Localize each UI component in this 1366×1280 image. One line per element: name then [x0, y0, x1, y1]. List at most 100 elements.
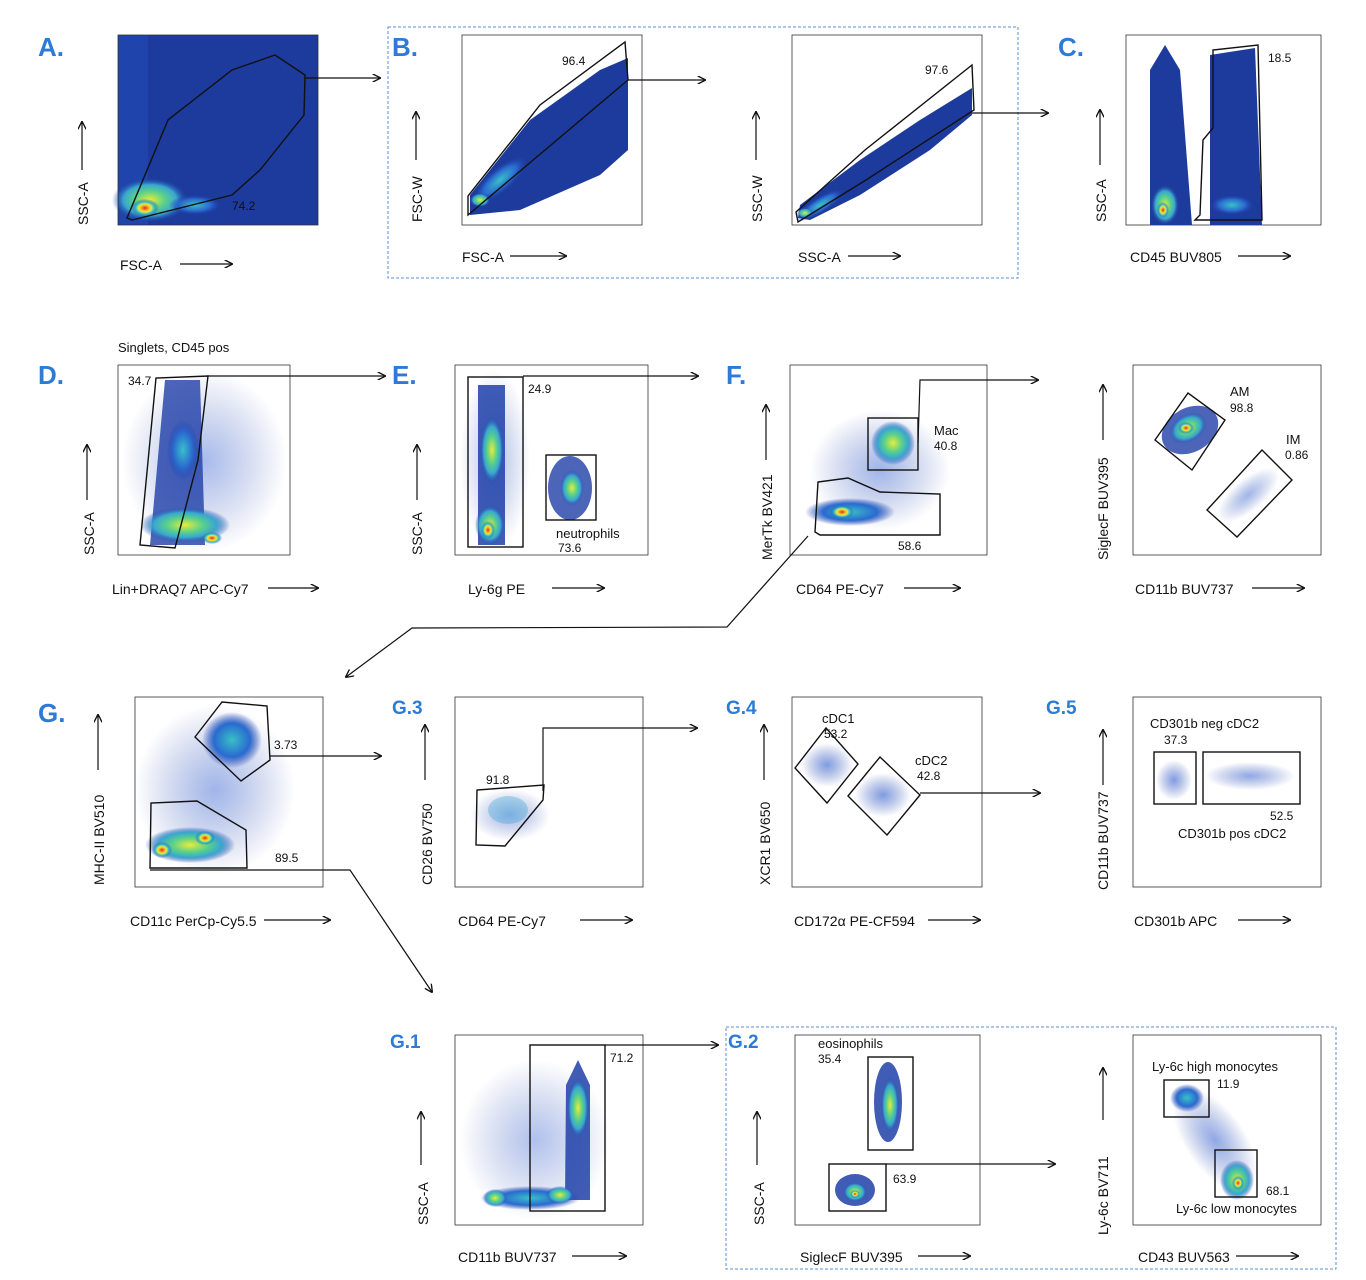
gate-ly6c-hi-value: 11.9 [1217, 1077, 1240, 1091]
axis-g2-x: SiglecF BUV395 [800, 1249, 903, 1265]
plot-g4: cDC1 53.2 cDC2 42.8 CD172α PE-CF594 XCR1… [757, 696, 983, 929]
gate-eos-value: 35.4 [818, 1052, 842, 1066]
arrow-f-to-f2 [917, 380, 1038, 444]
population-cdc2-label: cDC2 [915, 753, 948, 768]
axis-g4-y: XCR1 BV650 [757, 802, 773, 885]
gate-mac-value: 40.8 [934, 439, 958, 453]
gate-ly6c-lo-value: 68.1 [1266, 1184, 1290, 1198]
axis-f2-y: SiglecF BUV395 [1095, 457, 1111, 560]
axis-g2-y: SSC-A [751, 1182, 767, 1225]
plot-b1: 96.4 FSC-A FSC-W [409, 34, 643, 265]
gate-cdc1-value: 53.2 [824, 727, 848, 741]
gate-b2-value: 97.6 [925, 63, 949, 77]
axis-f2-x: CD11b BUV737 [1135, 581, 1234, 597]
axis-c-x: CD45 BUV805 [1130, 249, 1222, 265]
arrow-g-to-g1 [150, 869, 432, 992]
axis-d-y: SSC-A [81, 512, 97, 555]
gate-g-lo-value: 89.5 [275, 851, 299, 865]
population-eosinophils-label: eosinophils [818, 1036, 884, 1051]
gate-am-value: 98.8 [1230, 401, 1254, 415]
plot-e: 24.9 neutrophils 73.6 Ly-6g PE SSC-A [409, 364, 649, 597]
axis-e-y: SSC-A [409, 512, 425, 555]
panel-label-g: G. [38, 698, 65, 728]
axis-b1-x: FSC-A [462, 249, 505, 265]
axis-g5-y: CD11b BUV737 [1095, 791, 1111, 890]
axis-g3-x: CD64 PE-Cy7 [458, 913, 546, 929]
panel-label-a: A. [38, 32, 64, 62]
gate-g5-pos-value: 52.5 [1270, 809, 1294, 823]
population-singlets-label: Singlets, CD45 pos [118, 340, 230, 355]
axis-e-x: Ly-6g PE [468, 581, 525, 597]
axis-g5-x: CD301b APC [1134, 913, 1217, 929]
axis-f-x: CD64 PE-Cy7 [796, 581, 884, 597]
panel-g2-group-box [725, 1026, 1337, 1270]
axis-g2b-x: CD43 BUV563 [1138, 1249, 1230, 1265]
population-im-label: IM [1286, 432, 1300, 447]
gate-g5-neg-value: 37.3 [1164, 733, 1188, 747]
plot-d: Singlets, CD45 pos 34.7 Lin+DRAQ7 APC-Cy… [81, 340, 318, 597]
axis-g-x: CD11c PerCp-Cy5.5 [130, 913, 257, 929]
plot-g2b: Ly-6c high monocytes 11.9 68.1 Ly-6c low… [1095, 1034, 1322, 1265]
gate-g2-lo-value: 63.9 [893, 1172, 917, 1186]
population-neutrophils-label: neutrophils [556, 526, 620, 541]
population-cd301b-neg-label: CD301b neg cDC2 [1150, 716, 1259, 731]
panel-label-g1: G.1 [390, 1032, 421, 1053]
plot-g3: 91.8 CD64 PE-Cy7 CD26 BV750 [419, 696, 644, 929]
gate-f-lo-value: 58.6 [898, 539, 922, 553]
gate-d-value: 34.7 [128, 374, 152, 388]
panel-label-g2: G.2 [728, 1032, 759, 1053]
plot-g: 3.73 89.5 CD11c PerCp-Cy5.5 MHC-II BV510 [91, 696, 330, 929]
arrow-f-to-g [346, 535, 809, 677]
panel-label-g4: G.4 [726, 698, 757, 719]
gate-g3-value: 91.8 [486, 773, 510, 787]
population-ly6c-low-label: Ly-6c low monocytes [1176, 1201, 1297, 1216]
population-mac-label: Mac [934, 423, 959, 438]
axis-g1-x: CD11b BUV737 [458, 1249, 557, 1265]
panel-label-g5: G.5 [1046, 698, 1077, 719]
plot-a: 74.2 FSC-A SSC-A [75, 34, 319, 273]
axis-g1-y: SSC-A [415, 1182, 431, 1225]
panel-label-g3: G.3 [392, 698, 423, 719]
plot-g5: CD301b neg cDC2 37.3 52.5 CD301b pos cDC… [1095, 696, 1322, 929]
gate-im-value: 0.86 [1285, 448, 1309, 462]
arrow-g3-to-g4 [542, 728, 697, 791]
plot-c: 18.5 CD45 BUV805 SSC-A [1093, 34, 1322, 265]
population-cd301b-pos-label: CD301b pos cDC2 [1178, 826, 1286, 841]
gating-flow-arrows [150, 78, 1055, 1164]
gate-g1-value: 71.2 [610, 1051, 634, 1065]
gate-cdc2-value: 42.8 [917, 769, 941, 783]
axis-g2b-y: Ly-6c BV711 [1095, 1156, 1111, 1235]
axis-g-y: MHC-II BV510 [91, 795, 107, 885]
panel-label-b: B. [392, 32, 418, 62]
population-cdc1-label: cDC1 [822, 711, 855, 726]
panel-b-group-box [387, 26, 1019, 279]
plot-b2: 97.6 SSC-A SSC-W [749, 34, 983, 265]
population-am-label: AM [1230, 384, 1250, 399]
gate-e-value: 24.9 [528, 382, 552, 396]
gate-b1-value: 96.4 [562, 54, 586, 68]
gate-a-value: 74.2 [232, 199, 256, 213]
axis-d-x: Lin+DRAQ7 APC-Cy7 [112, 581, 249, 597]
panel-label-f: F. [726, 360, 746, 390]
axis-g4-x: CD172α PE-CF594 [794, 913, 915, 929]
gate-c-value: 18.5 [1268, 51, 1292, 65]
axis-b2-y: SSC-W [749, 175, 765, 222]
axis-f-y: MerTk BV421 [759, 474, 775, 560]
axis-b1-y: FSC-W [409, 175, 425, 222]
gate-neutrophils-value: 73.6 [558, 541, 582, 555]
axis-g3-y: CD26 BV750 [419, 803, 435, 885]
plot-g2: eosinophils 35.4 63.9 SiglecF BUV395 SSC… [751, 1034, 981, 1265]
population-ly6c-high-label: Ly-6c high monocytes [1152, 1059, 1278, 1074]
panel-label-e: E. [392, 360, 417, 390]
axis-b2-x: SSC-A [798, 249, 841, 265]
axis-c-y: SSC-A [1093, 179, 1109, 222]
plot-f2: AM 98.8 IM 0.86 CD11b BUV737 SiglecF BUV… [1095, 364, 1322, 597]
gate-g-hi-value: 3.73 [274, 738, 298, 752]
plot-g1: 71.2 CD11b BUV737 SSC-A [415, 1034, 644, 1265]
axis-a-x: FSC-A [120, 257, 163, 273]
panel-label-c: C. [1058, 32, 1084, 62]
panel-label-d: D. [38, 360, 64, 390]
plot-f: Mac 40.8 58.6 CD64 PE-Cy7 MerTk BV421 [759, 364, 988, 597]
axis-a-y: SSC-A [75, 182, 91, 225]
